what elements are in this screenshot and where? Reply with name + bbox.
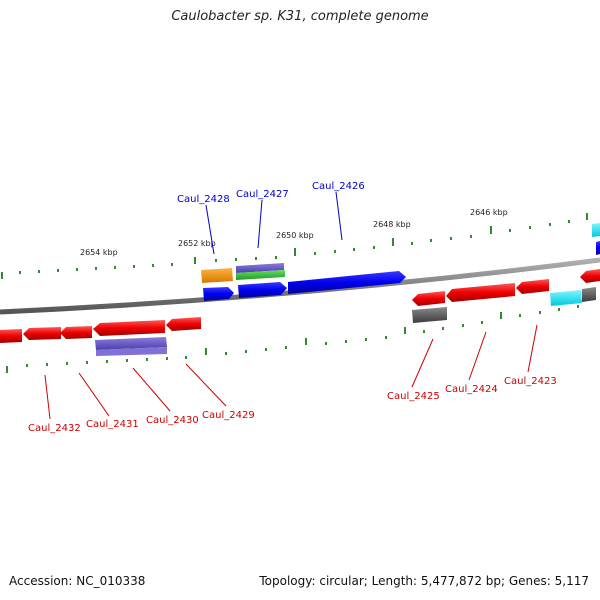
cog-feature — [412, 307, 447, 323]
cog-feature — [201, 268, 233, 283]
gene-label-caul-2429: Caul_2429 — [202, 410, 255, 421]
label-leader — [257, 199, 263, 249]
scale-labels: 2654 kbp 2652 kbp 2650 kbp 2648 kbp 2646… — [80, 208, 508, 257]
label-leader — [468, 331, 487, 381]
cds-feature-caul-2425 — [412, 291, 445, 306]
cds-feature-caul-2427 — [238, 282, 287, 298]
label-leader — [205, 204, 215, 255]
cds-feature — [580, 269, 600, 283]
cds-feature-caul-2429 — [166, 317, 201, 331]
cds-feature-caul-2423 — [516, 279, 549, 294]
gene-label-caul-2425: Caul_2425 — [387, 391, 440, 402]
cds-feature-caul-2424 — [446, 283, 515, 302]
reverse-cog-track — [95, 287, 596, 356]
accession-text: Accession: NC_010338 — [9, 574, 146, 588]
gene-label-caul-2426: Caul_2426 — [312, 181, 365, 192]
gene-label-caul-2428: Caul_2428 — [177, 194, 230, 205]
reverse-cds-track — [0, 269, 600, 343]
label-leader — [335, 191, 343, 241]
cog-feature — [592, 223, 600, 237]
forward-cds-track — [203, 241, 600, 301]
label-leader — [78, 372, 110, 417]
cog-feature — [236, 270, 285, 280]
forward-label-leaders — [205, 191, 343, 255]
map-title: Caulobacter sp. K31, complete genome — [171, 9, 429, 24]
forward-gene-labels: Caul_2428 Caul_2427 Caul_2426 — [177, 181, 365, 205]
gene-label-caul-2432: Caul_2432 — [28, 423, 81, 434]
forward-cog-track — [201, 223, 600, 283]
label-leader — [527, 324, 538, 373]
scale-label: 2648 kbp — [373, 220, 411, 229]
label-leader — [132, 367, 171, 412]
reverse-label-leaders — [44, 324, 538, 420]
scale-label: 2654 kbp — [80, 248, 118, 257]
cog-feature — [582, 287, 596, 302]
cog-feature — [96, 347, 167, 356]
cds-feature-caul-2428 — [203, 287, 234, 301]
label-leader — [185, 363, 227, 407]
cog-feature — [550, 290, 582, 306]
gene-label-caul-2424: Caul_2424 — [445, 384, 498, 395]
cog-feature — [95, 337, 167, 350]
scale-label: 2652 kbp — [178, 239, 216, 248]
cds-feature-caul-2430 — [93, 320, 165, 336]
gene-label-caul-2427: Caul_2427 — [236, 189, 289, 200]
cds-feature-caul-2426 — [288, 271, 406, 294]
cds-feature — [0, 329, 22, 343]
label-leader — [44, 374, 51, 420]
scale-label: 2646 kbp — [470, 208, 508, 217]
cds-feature-caul-2432 — [23, 327, 61, 340]
gene-label-caul-2430: Caul_2430 — [146, 415, 199, 426]
gene-label-caul-2423: Caul_2423 — [504, 376, 557, 387]
scale-label: 2650 kbp — [276, 231, 314, 240]
inner-tick-track — [6, 305, 579, 373]
outer-tick-track — [1, 213, 588, 279]
reverse-gene-labels: Caul_2432 Caul_2431 Caul_2430 Caul_2429 … — [28, 376, 557, 434]
cog-feature — [236, 263, 284, 273]
label-leader — [411, 338, 434, 388]
cds-feature — [596, 241, 600, 255]
genome-summary-text: Topology: circular; Length: 5,477,872 bp… — [259, 574, 589, 588]
gene-label-caul-2431: Caul_2431 — [86, 419, 139, 430]
cds-feature-caul-2431 — [60, 326, 92, 339]
